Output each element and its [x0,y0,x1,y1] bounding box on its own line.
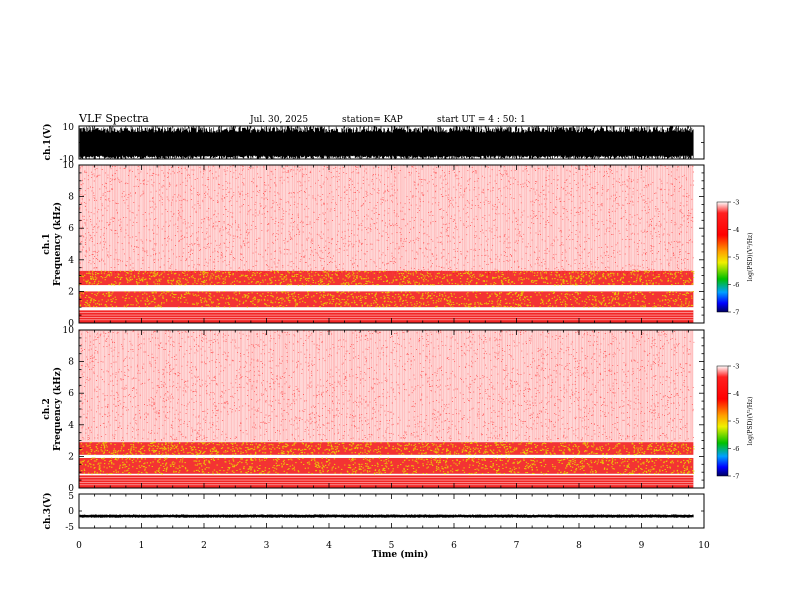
ch1-spectrogram-ylabel: Frequency (kHz) [52,202,63,286]
spectrogram-yellow-speckle [79,270,695,286]
spectrogram-band [79,330,694,443]
ch3-ylabel: ch.3(V) [42,493,53,530]
x-tick-label: 4 [326,541,332,551]
colorbar-tick-label: -6 [733,281,739,289]
y-tick-label: 10 [63,161,75,171]
ch1-waveform-line [79,126,694,159]
ch1-colorbar-ticks: -3 -4 -5 -6 -7 [728,199,739,317]
x-tick-label: 7 [514,541,520,551]
x-tick-label: 6 [451,541,457,551]
colorbar-tick-label: -6 [733,445,739,453]
ch1-waveform-ticks [78,125,705,160]
y-tick-label: 10 [63,326,75,336]
ch2-colorbar: -3 -4 -5 -6 -7 log(PSD)(V²/Hz) [716,363,754,481]
y-tick-label: 8 [68,193,74,203]
ch2-colorbar-gradient [716,365,729,477]
ch3-waveform-line [79,514,694,518]
ch1-waveform-panel: 10 -10 ch.1(V) [42,123,705,165]
spectrogram-speckle [79,330,695,442]
colorbar-tick-label: -3 [733,199,739,207]
y-tick-label: 8 [68,358,74,368]
ch1-colorbar: -3 -4 -5 -6 -7 log(PSD)(V²/Hz) [716,199,754,317]
colorbar-tick-label: -5 [733,254,739,262]
colorbar-tick-label: -4 [733,390,739,398]
colorbar-tick-label: -4 [733,226,739,234]
ch1-spectrogram-image [79,165,695,323]
spectrogram-band [79,165,694,271]
colorbar-tick-label: -5 [733,418,739,426]
ch1-spectrogram-panel: 0 2 4 6 8 10 ch.1 Frequency (kHz) -3 -4 -5 -6 -7 … [42,161,754,329]
x-tick-label: 2 [201,541,207,551]
colorbar-tick-label: -7 [733,473,739,481]
y-tick-label: 2 [68,287,74,297]
ch2-colorbar-label: log(PSD)(V²/Hz) [747,397,754,446]
ch2-spectrogram-panel: 0 2 4 6 8 10 ch.2 Frequency (kHz) -3 -4 -5 -6 -7 … [42,326,754,494]
spectrogram-yellow-speckle [79,290,694,308]
x-tick-label: 9 [639,541,645,551]
ch2-spectrogram-ylabel: Frequency (kHz) [52,367,63,451]
spectrogram-band [79,475,694,488]
ch1-ytick-top: 10 [63,123,75,133]
ch3-waveform-ticks [78,493,705,529]
ch2-spectrogram-ylabel-channel: ch.2 [42,398,52,419]
colorbar-tick-label: -3 [733,363,739,371]
ch3-ytick-bottom: -5 [65,523,74,533]
header-date: Jul. 30, 2025 [249,115,308,125]
y-tick-label: 2 [68,452,74,462]
ch2-spectrogram-ticks: 0 2 4 6 8 10 [63,326,705,494]
y-tick-label: 6 [68,389,74,399]
ch2-colorbar-ticks: -3 -4 -5 -6 -7 [728,363,739,481]
ch3-waveform-panel: 5 0 -5 ch.3(V) [42,492,705,533]
header-start-time: start UT = 4 : 50: 1 [437,115,526,125]
x-tick-label: 3 [264,541,270,551]
ch1-colorbar-gradient [716,201,729,313]
y-tick-label: 6 [68,224,74,234]
spectrogram-speckle [79,165,695,277]
y-tick-label: 0 [68,319,74,329]
ch1-ytick-bottom: -10 [60,155,75,165]
spectrogram-band [79,310,694,323]
x-tick-label: 5 [389,541,395,551]
colorbar-tick-label: -7 [733,309,739,317]
ch1-spectrogram-ylabel-channel: ch.1 [42,233,52,254]
ch1-colorbar-label: log(PSD)(V²/Hz) [747,233,754,282]
x-tick-label: 8 [576,541,582,551]
ch1-waveform-trace [79,126,694,159]
x-axis-label: Time (min) [372,549,429,560]
ch1-ylabel: ch.1(V) [42,124,53,161]
y-tick-label: 4 [68,421,74,431]
x-tick-label: 10 [698,541,710,551]
header-station: station= KAP [342,115,403,125]
ch2-spectrogram-image [79,330,695,488]
figure-title: VLF Spectra [78,112,149,125]
ch3-waveform-frame [78,493,705,529]
ch3-ytick-top: 5 [68,492,74,502]
x-tick-label: 0 [76,541,82,551]
spectrogram-yellow-speckle [79,441,695,456]
x-axis-tick-labels: 0 1 2 3 4 5 6 7 8 9 10 [76,541,710,551]
ch3-ytick-mid: 0 [68,507,74,517]
y-tick-label: 4 [68,256,74,266]
ch3-waveform-trace [79,514,694,518]
spectrogram-band [79,291,694,308]
x-tick-label: 1 [139,541,145,551]
y-tick-label: 0 [68,484,74,494]
ch1-spectrogram-ticks: 0 2 4 6 8 10 [63,161,705,329]
spectrogram-yellow-speckle [80,457,695,475]
